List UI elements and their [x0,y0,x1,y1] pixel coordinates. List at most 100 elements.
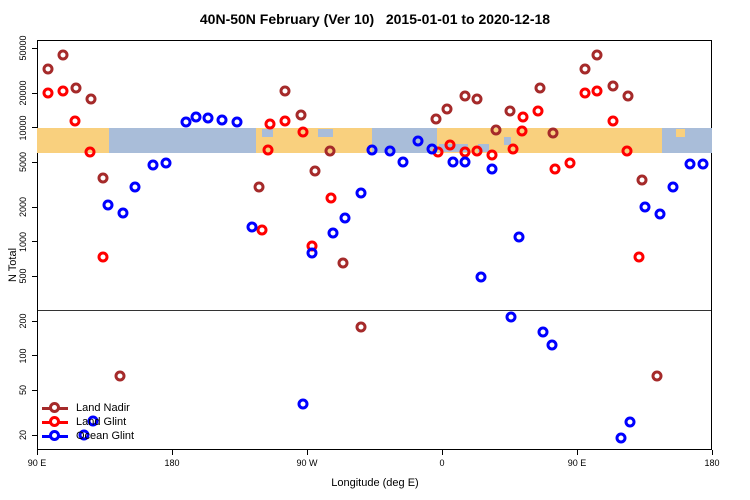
x-axis-title: Longitude (deg E) [331,477,419,489]
y-tick-label: 500 [18,268,28,284]
data-point-land-glint [507,143,518,155]
y-tick-label: 1000 [18,231,28,252]
data-point-land-glint [444,139,455,151]
data-point-ocean-glint [546,339,557,351]
x-tick-label: 0 [439,458,445,468]
data-point-ocean-glint [327,227,338,239]
data-point-ocean-glint [486,163,497,175]
x-tick [36,450,38,455]
y-tick [32,161,37,163]
data-point-land-glint [42,87,53,99]
data-point-land-glint [459,146,470,158]
data-point-land-nadir [114,370,125,382]
legend-label: Ocean Glint [76,430,135,442]
data-point-land-nadir [253,181,265,193]
data-point-land-glint [471,145,482,157]
data-point-ocean-glint [537,326,548,338]
y-tick [32,355,37,357]
data-point-ocean-glint [513,231,524,243]
data-point-land-nadir [70,82,82,94]
legend-symbol [42,430,68,442]
data-point-land-nadir [355,321,367,333]
data-point-ocean-glint [180,116,191,128]
data-point-ocean-glint [306,247,317,259]
x-tick-label: 90 E [567,458,587,468]
data-point-land-glint [621,145,632,157]
data-point-land-glint [264,118,275,130]
data-point-ocean-glint [78,429,89,441]
data-point-ocean-glint [366,144,377,156]
data-point-ocean-glint [160,157,172,169]
data-point-ocean-glint [147,159,158,171]
data-point-ocean-glint [87,415,98,426]
data-point-land-nadir [547,127,559,139]
data-point-land-glint [633,251,644,263]
y-tick-label: 50000 [18,35,28,61]
x-tick [171,450,173,455]
threshold-line [38,310,711,312]
data-point-ocean-glint [246,221,257,233]
data-point-land-glint [591,85,602,97]
map-band-ocean-segment [661,127,712,153]
data-point-ocean-glint [190,111,202,123]
data-point-land-glint [516,125,527,137]
plot-area [37,40,712,450]
data-point-land-nadir [279,85,290,97]
data-point-land-nadir [85,93,97,105]
map-band-ocean-patch [478,143,489,152]
data-point-ocean-glint [339,212,350,224]
data-point-ocean-glint [475,271,487,283]
data-point-land-nadir [309,165,320,177]
data-point-land-nadir [591,49,602,61]
y-tick-label: 20000 [18,80,28,106]
data-point-ocean-glint [397,156,409,168]
y-tick-label: 5000 [18,151,28,173]
data-point-ocean-glint [216,114,227,126]
y-tick [32,275,37,277]
legend-entry-land-nadir: Land Nadir [42,401,130,415]
legend-circle-icon [49,430,60,441]
y-tick [32,47,37,49]
map-band-ocean-patch [262,128,273,137]
x-tick-label: 90 W [296,458,318,468]
legend-symbol [42,416,68,428]
legend-symbol [42,402,68,414]
map-band-ocean-segment [109,127,256,153]
x-tick [711,450,713,455]
data-point-ocean-glint [297,398,308,410]
legend-circle-icon [49,416,60,427]
data-point-land-nadir [622,90,634,102]
data-point-land-glint [579,87,590,99]
data-point-land-nadir [636,174,647,186]
data-point-land-nadir [42,63,53,75]
data-point-ocean-glint [102,199,113,211]
data-point-ocean-glint [117,207,128,219]
data-point-ocean-glint [697,158,709,169]
data-point-land-glint [517,111,529,123]
data-point-land-nadir [430,113,442,125]
y-tick-label: 2000 [18,197,28,218]
x-tick-label: 90 E [27,458,47,468]
data-point-land-nadir [441,103,452,115]
y-tick [32,434,37,436]
map-band-land-patch [676,128,685,137]
data-point-ocean-glint [624,416,635,428]
data-point-land-glint [69,115,80,127]
data-point-land-nadir [459,90,470,102]
y-tick [32,389,37,391]
data-point-ocean-glint [684,158,695,170]
data-point-land-glint [486,149,497,161]
y-tick [32,241,37,243]
data-point-land-glint [279,115,290,127]
x-tick [441,450,443,455]
data-point-ocean-glint [426,143,437,155]
map-band-land-segment [256,127,373,153]
x-tick-label: 180 [164,458,180,468]
data-point-land-glint [325,192,337,204]
data-point-ocean-glint [202,112,214,124]
map-band-land-segment [37,127,109,153]
data-point-land-nadir [579,63,590,75]
data-point-ocean-glint [505,311,517,323]
map-band-ocean-patch [317,128,333,137]
data-point-land-nadir [97,172,109,184]
